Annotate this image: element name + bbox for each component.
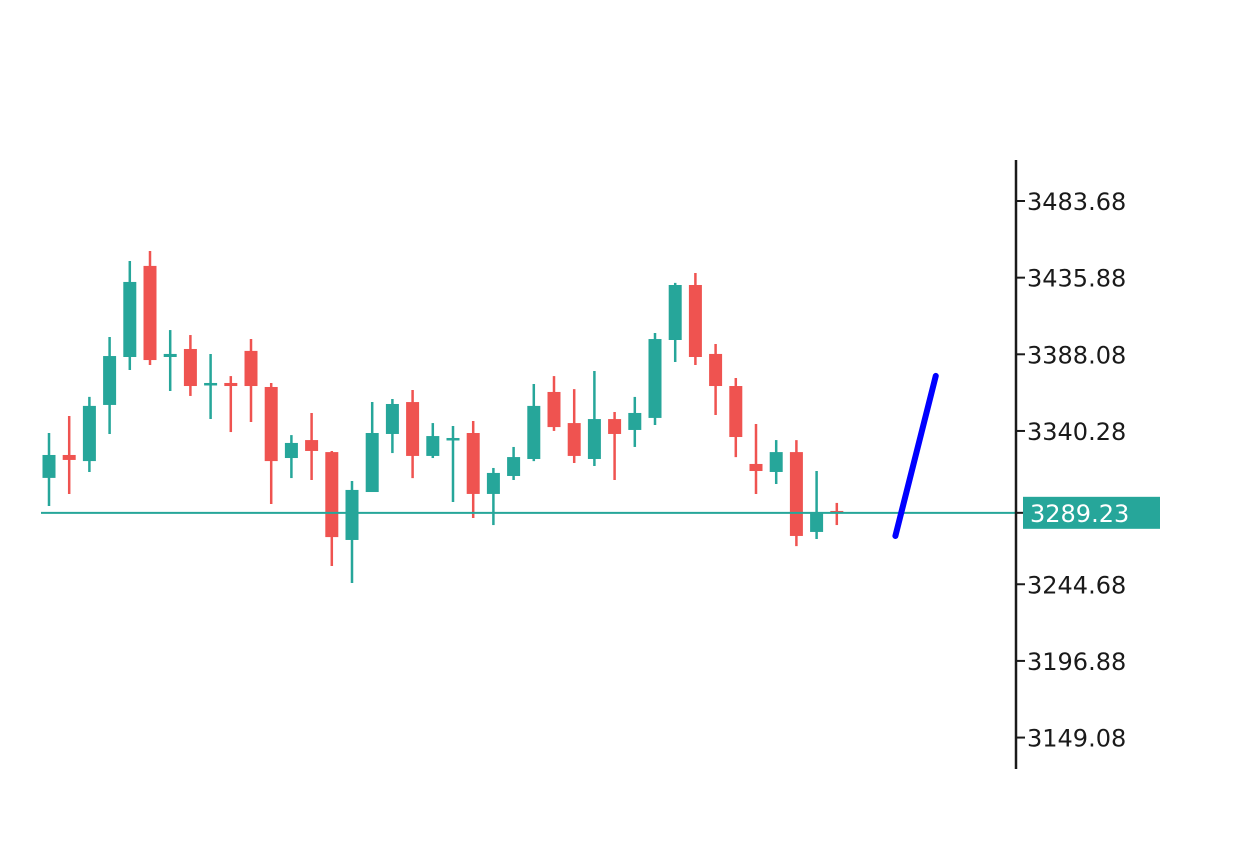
- candle: [163, 330, 177, 391]
- candle-body: [668, 284, 682, 341]
- candle: [789, 440, 803, 547]
- price-axis-ticks: 3483.68 3435.88 3388.08 3340.28 3244.68 3196.…: [1016, 188, 1126, 753]
- projection-line: [892, 372, 939, 539]
- candle-body: [284, 442, 298, 459]
- candle-body: [709, 353, 723, 387]
- candle: [810, 471, 824, 540]
- candle-body: [789, 452, 803, 536]
- candle: [325, 450, 339, 566]
- candle-body: [123, 281, 137, 357]
- candle-body: [507, 457, 521, 476]
- candle: [264, 382, 278, 505]
- candle-body: [749, 463, 763, 472]
- candle: [729, 378, 743, 458]
- candle-body: [466, 433, 480, 494]
- candle: [244, 339, 258, 422]
- candle: [224, 376, 238, 433]
- candle: [466, 420, 480, 518]
- candle: [769, 440, 783, 485]
- candle-body: [547, 391, 561, 428]
- tick-label: 3388.08: [1027, 341, 1126, 369]
- candle-body: [204, 382, 218, 386]
- candle-body: [810, 513, 824, 532]
- candle: [446, 425, 460, 502]
- current-price-badge: 3289.23: [1023, 496, 1160, 529]
- candle-body: [527, 405, 541, 459]
- candle-body: [446, 437, 460, 441]
- candle-body: [729, 386, 743, 438]
- candle: [668, 282, 682, 362]
- projection-segment: [892, 372, 939, 539]
- candle-body: [325, 452, 339, 538]
- candle: [587, 370, 601, 467]
- candle: [527, 383, 541, 462]
- candle: [143, 251, 157, 366]
- candle-body: [244, 350, 258, 387]
- candle: [426, 423, 440, 459]
- candle: [547, 376, 561, 431]
- candle: [507, 446, 521, 480]
- candle: [42, 433, 56, 506]
- candle: [709, 344, 723, 416]
- candle-body: [103, 356, 117, 405]
- candle-body: [143, 265, 157, 361]
- candle-body: [183, 348, 197, 387]
- candle-body: [365, 433, 379, 493]
- tick-label: 3340.28: [1027, 418, 1126, 446]
- candle-body: [406, 402, 420, 456]
- candle: [345, 480, 359, 583]
- candle-body: [264, 386, 278, 462]
- current-price-badge-text: 3289.23: [1030, 500, 1129, 528]
- candle-body: [163, 353, 177, 357]
- candle: [648, 332, 662, 425]
- candle-body: [628, 412, 642, 430]
- candle: [486, 467, 500, 526]
- candle: [305, 412, 319, 480]
- candle: [284, 435, 298, 479]
- candle-body: [224, 382, 238, 387]
- candle: [204, 353, 218, 420]
- candle: [406, 390, 420, 479]
- tick-label: 3483.68: [1027, 188, 1126, 216]
- candle-body: [486, 472, 500, 494]
- candle-body: [42, 454, 56, 478]
- candle-body: [305, 440, 319, 451]
- candle: [82, 396, 96, 472]
- candle: [123, 260, 137, 370]
- tick-label: 3435.88: [1027, 265, 1126, 293]
- candle: [628, 396, 642, 447]
- tick-label: 3196.88: [1027, 648, 1126, 676]
- tick-label: 3149.08: [1027, 725, 1126, 753]
- candle-body: [769, 452, 783, 472]
- candle-body: [62, 454, 76, 460]
- candles-group: [42, 251, 844, 583]
- tick-label: 3244.68: [1027, 571, 1126, 599]
- candle-body: [385, 403, 399, 434]
- candle-body: [426, 436, 440, 456]
- candle: [62, 416, 76, 494]
- candle-body: [608, 419, 622, 434]
- candle: [830, 502, 844, 526]
- candle: [365, 402, 379, 493]
- current-price-badge-bg: [1023, 496, 1160, 529]
- candle: [749, 424, 763, 494]
- candle: [567, 389, 581, 463]
- candle-body: [567, 423, 581, 456]
- candle: [385, 399, 399, 454]
- candle-body: [345, 489, 359, 540]
- candle: [688, 272, 702, 366]
- candle-body: [648, 339, 662, 418]
- candle-body: [587, 419, 601, 459]
- candle-body: [688, 284, 702, 357]
- candle: [183, 335, 197, 396]
- candle: [103, 336, 117, 434]
- candle: [608, 412, 622, 480]
- candle-body: [82, 405, 96, 462]
